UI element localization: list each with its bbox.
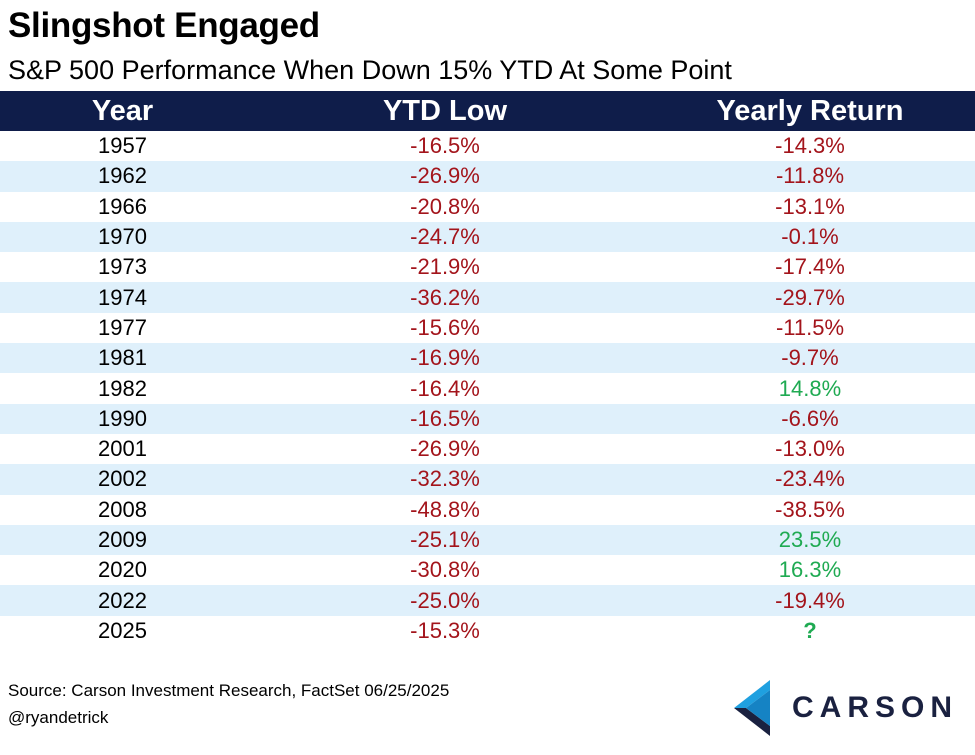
table-row: 1977 -15.6% -11.5% [0,313,975,343]
table-row: 1962 -26.9% -11.8% [0,161,975,192]
cell-ytd-low: -15.3% [410,617,480,643]
cell-year: 2008 [98,496,147,522]
header-year: Year [91,94,154,127]
table-row: 1957 -16.5% -14.3% [0,131,975,161]
cell-ytd-low: -15.6% [410,314,480,340]
table-header: Year YTD Low Yearly Return [0,91,975,131]
returns-table: Year YTD Low Yearly Return 1957 -16.5% -14… [0,91,975,646]
table-row: 1981 -16.9% -9.7% [0,343,975,374]
cell-yearly-return: -11.5% [775,314,845,340]
cell-yearly-return: -13.1% [775,193,845,219]
cell-year: 1957 [98,133,147,159]
cell-yearly-return: 16.3% [778,557,842,583]
cell-yearly-return: -29.7% [775,284,845,310]
cell-year: 2002 [98,466,147,492]
cell-yearly-return: -38.5% [775,496,845,522]
cell-year: 1970 [98,224,147,250]
cell-ytd-low: -30.8% [410,557,480,583]
table-row: 2009 -25.1% 23.5% [0,524,975,556]
table-row: 1990 -16.5% -6.6% [0,403,975,434]
table-row: 1974 -36.2% -29.7% [0,282,975,313]
cell-year: 2001 [98,436,147,462]
cell-yearly-return: -6.6% [781,405,839,431]
cell-yearly-return: -23.4% [775,466,845,492]
cell-year: 2022 [98,587,147,613]
cell-ytd-low: -26.9% [410,163,480,189]
cell-yearly-return: -19.4% [775,587,845,613]
cell-ytd-low: -16.4% [410,375,480,401]
cell-year: 1977 [98,314,147,340]
cell-ytd-low: -21.9% [410,254,480,280]
table-row: 2002 -32.3% -23.4% [0,464,975,495]
cell-ytd-low: -16.5% [410,133,480,159]
source-note: Source: Carson Investment Research, Fact… [8,681,450,700]
cell-ytd-low: -16.5% [410,405,480,431]
cell-ytd-low: -25.0% [410,587,480,613]
cell-ytd-low: -20.8% [410,193,480,219]
header-yearly-return: Yearly Return [716,94,904,127]
table-row: 2008 -48.8% -38.5% [0,495,975,525]
cell-year: 1966 [98,193,147,219]
cell-yearly-return: -0.1% [781,224,839,250]
cell-ytd-low: -48.8% [410,496,480,522]
carson-logo: CARSON [734,680,958,736]
page-subtitle: S&P 500 Performance When Down 15% YTD At… [8,55,732,85]
cell-year: 2020 [98,557,147,583]
cell-ytd-low: -16.9% [410,345,480,371]
table-row: 1982 -16.4% 14.8% [0,373,975,403]
cell-yearly-return: -17.4% [775,254,845,280]
table-row: 1970 -24.7% -0.1% [0,221,975,253]
cell-year: 2025 [98,617,147,643]
cell-yearly-return: 23.5% [778,527,842,552]
cell-ytd-low: -26.9% [410,436,480,462]
cell-year: 1990 [98,405,147,431]
author-handle: @ryandetrick [8,708,109,727]
cell-ytd-low: -32.3% [410,466,480,492]
cell-ytd-low: -36.2% [410,284,480,310]
cell-yearly-return: -9.7% [781,345,839,371]
cell-year: 1982 [98,375,147,401]
logo-wordmark: CARSON [792,691,959,724]
cell-yearly-return: 14.8% [778,375,842,401]
table-row: 1966 -20.8% -13.1% [0,192,975,222]
table-body: 1957 -16.5% -14.3% 1962 -26.9% -11.8% 1966 -20.… [0,131,975,646]
cell-year: 2009 [98,527,147,552]
cell-yearly-return: -13.0% [775,436,845,462]
cell-year: 1973 [98,254,147,280]
table-row: 2020 -30.8% 16.3% [0,555,975,585]
cell-yearly-return: -11.8% [775,163,845,189]
header-ytd-low: YTD Low [382,94,508,127]
table-row: 2025 -15.3%? [0,616,975,646]
cell-yearly-return: ? [803,617,817,643]
table-row: 1973 -21.9% -17.4% [0,252,975,282]
cell-ytd-low: -24.7% [410,224,480,250]
cell-year: 1981 [98,345,147,371]
table-row: 2001 -26.9% -13.0% [0,434,975,464]
carson-chevron-icon [734,680,770,736]
cell-ytd-low: -25.1% [410,527,480,552]
cell-year: 1962 [98,163,147,189]
cell-yearly-return: -14.3% [775,133,845,159]
page-title: Slingshot Engaged [8,6,320,45]
cell-year: 1974 [98,284,147,310]
table-row: 2022 -25.0% -19.4% [0,585,975,616]
